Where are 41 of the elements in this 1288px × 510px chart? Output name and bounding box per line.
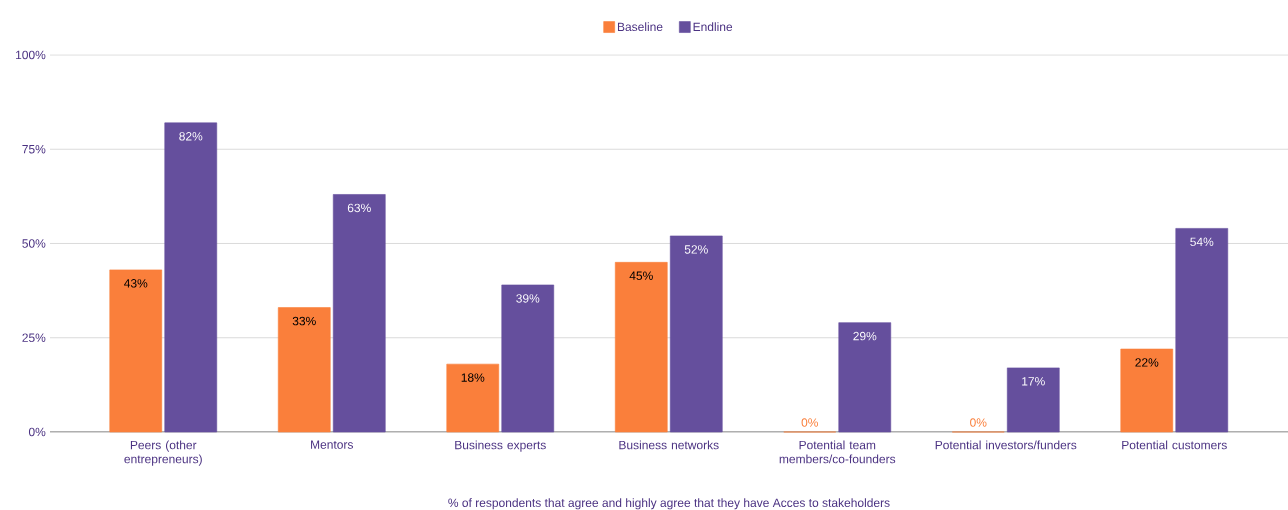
x-tick-label: Mentors (311, 440, 353, 449)
data-label: 17% (1022, 377, 1045, 386)
y-tick-label: 50% (22, 239, 46, 248)
bar (1120, 348, 1174, 433)
legend-label: Endline (693, 22, 733, 32)
x-tick-label: Peers (other entrepreneurs) (124, 440, 202, 466)
bar (164, 122, 218, 433)
bar (1006, 367, 1060, 433)
y-tick-label: 75% (22, 145, 46, 154)
bar (277, 307, 331, 433)
x-tick-label: Business networks (619, 440, 719, 450)
bar (109, 269, 163, 433)
data-label: 45% (629, 271, 653, 280)
y-tick-label: 100% (16, 50, 46, 60)
data-label: 39% (516, 294, 540, 303)
data-label: 33% (292, 316, 316, 326)
data-label: 29% (853, 331, 877, 341)
bar (332, 194, 386, 433)
bar (446, 363, 500, 433)
y-tick-label: 25% (22, 333, 46, 342)
x-tick-label: Potential team members/co-founders (779, 440, 896, 464)
data-label: 82% (179, 132, 203, 141)
bar (838, 322, 892, 433)
data-label: 63% (347, 203, 371, 213)
legend-label: Baseline (617, 22, 663, 32)
data-label: 54% (1190, 237, 1214, 247)
y-tick-label: 0% (28, 427, 46, 437)
x-tick-label: Potential customers (1122, 440, 1227, 450)
data-label: 0% (970, 418, 987, 427)
bar (669, 235, 723, 433)
data-label: 22% (1135, 358, 1159, 367)
bar (1175, 228, 1229, 433)
bar (614, 262, 668, 433)
data-label: 43% (124, 279, 148, 288)
data-label: 0% (801, 418, 819, 427)
data-label: 52% (684, 245, 708, 254)
data-label: 18% (461, 373, 485, 382)
x-tick-label: Business experts (455, 440, 546, 452)
x-tick-label: Potential investors/funders (935, 440, 1077, 450)
x-axis-title: % of respondents that agree and highly agree that they have Acces to stakeholders (448, 498, 890, 510)
bar (501, 284, 555, 433)
